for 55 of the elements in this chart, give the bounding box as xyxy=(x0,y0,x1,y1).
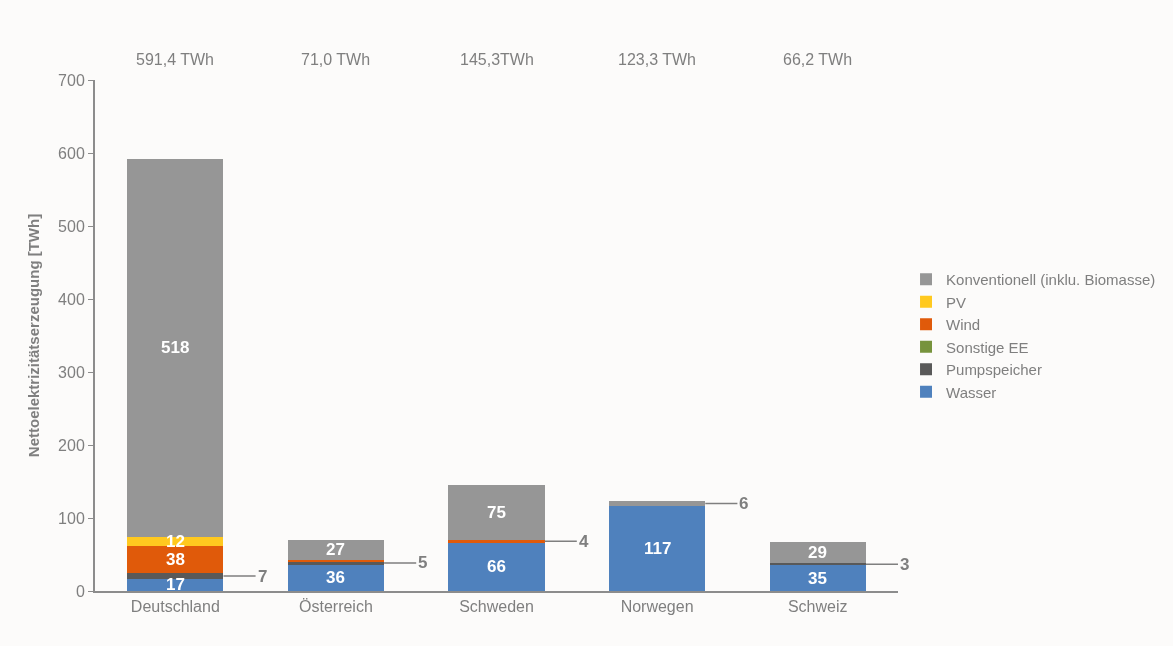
legend-label: Wind xyxy=(946,316,981,334)
bar xyxy=(769,563,866,566)
y-tick-label: 400 xyxy=(58,290,85,308)
bar xyxy=(608,505,706,591)
text: 66,2 TWh xyxy=(783,51,853,68)
bar xyxy=(448,542,545,591)
legend-label: Konventionell (inklu. Biomasse) xyxy=(946,271,1156,289)
x-tick-label: Schweiz xyxy=(787,598,848,616)
data-label: 5 xyxy=(418,553,428,572)
data-label: 12 xyxy=(166,532,185,551)
data-label: 35 xyxy=(808,569,827,588)
bar xyxy=(287,539,385,560)
bar xyxy=(448,539,545,543)
bar xyxy=(448,485,545,540)
y-tick-label: 700 xyxy=(58,71,85,89)
bar xyxy=(769,542,866,564)
bar xyxy=(608,501,706,506)
data-label: 75 xyxy=(487,503,506,522)
x-tick-label: Deutschland xyxy=(130,598,220,616)
legend-label: Pumpspeicher xyxy=(946,361,1042,379)
y-tick-label: 600 xyxy=(58,144,85,162)
y-tick-label: 0 xyxy=(75,582,85,600)
text: 123,3 TWh xyxy=(618,51,696,68)
text: 145,3TWh xyxy=(460,51,534,68)
x-tick-label: Norwegen xyxy=(620,598,694,616)
bar xyxy=(127,573,224,579)
data-label: 17 xyxy=(166,575,185,594)
y-tick-label: 300 xyxy=(58,363,85,381)
data-label: 29 xyxy=(808,543,827,562)
y-axis-title: Nettoelektrizitätserzeugung [TWh] xyxy=(24,213,42,458)
data-label: 518 xyxy=(161,338,190,357)
x-tick-label: Schweden xyxy=(459,598,534,616)
legend-label: Sonstige EE xyxy=(946,338,1029,356)
bar xyxy=(127,545,224,574)
x-tick-label: Österreich xyxy=(299,598,373,616)
legend-label: PV xyxy=(946,293,967,311)
text: 591,4 TWh xyxy=(136,51,214,68)
text: 71,0 TWh xyxy=(301,51,371,68)
bar xyxy=(287,564,385,591)
bar xyxy=(127,158,224,537)
data-label: 6 xyxy=(739,494,749,513)
data-label: 27 xyxy=(326,540,345,559)
data-label: 117 xyxy=(644,539,672,558)
data-label: 36 xyxy=(326,568,345,587)
y-tick-label: 500 xyxy=(58,217,85,235)
data-label: 7 xyxy=(258,567,268,586)
data-label: 4 xyxy=(579,532,589,551)
y-tick-label: 200 xyxy=(58,436,85,454)
data-label: 66 xyxy=(487,557,506,576)
legend-label: Wasser xyxy=(946,383,997,401)
y-tick-label: 100 xyxy=(58,509,85,527)
data-label: 38 xyxy=(166,550,185,569)
data-label: 3 xyxy=(900,555,910,574)
bar xyxy=(769,565,866,591)
bar xyxy=(127,536,224,546)
